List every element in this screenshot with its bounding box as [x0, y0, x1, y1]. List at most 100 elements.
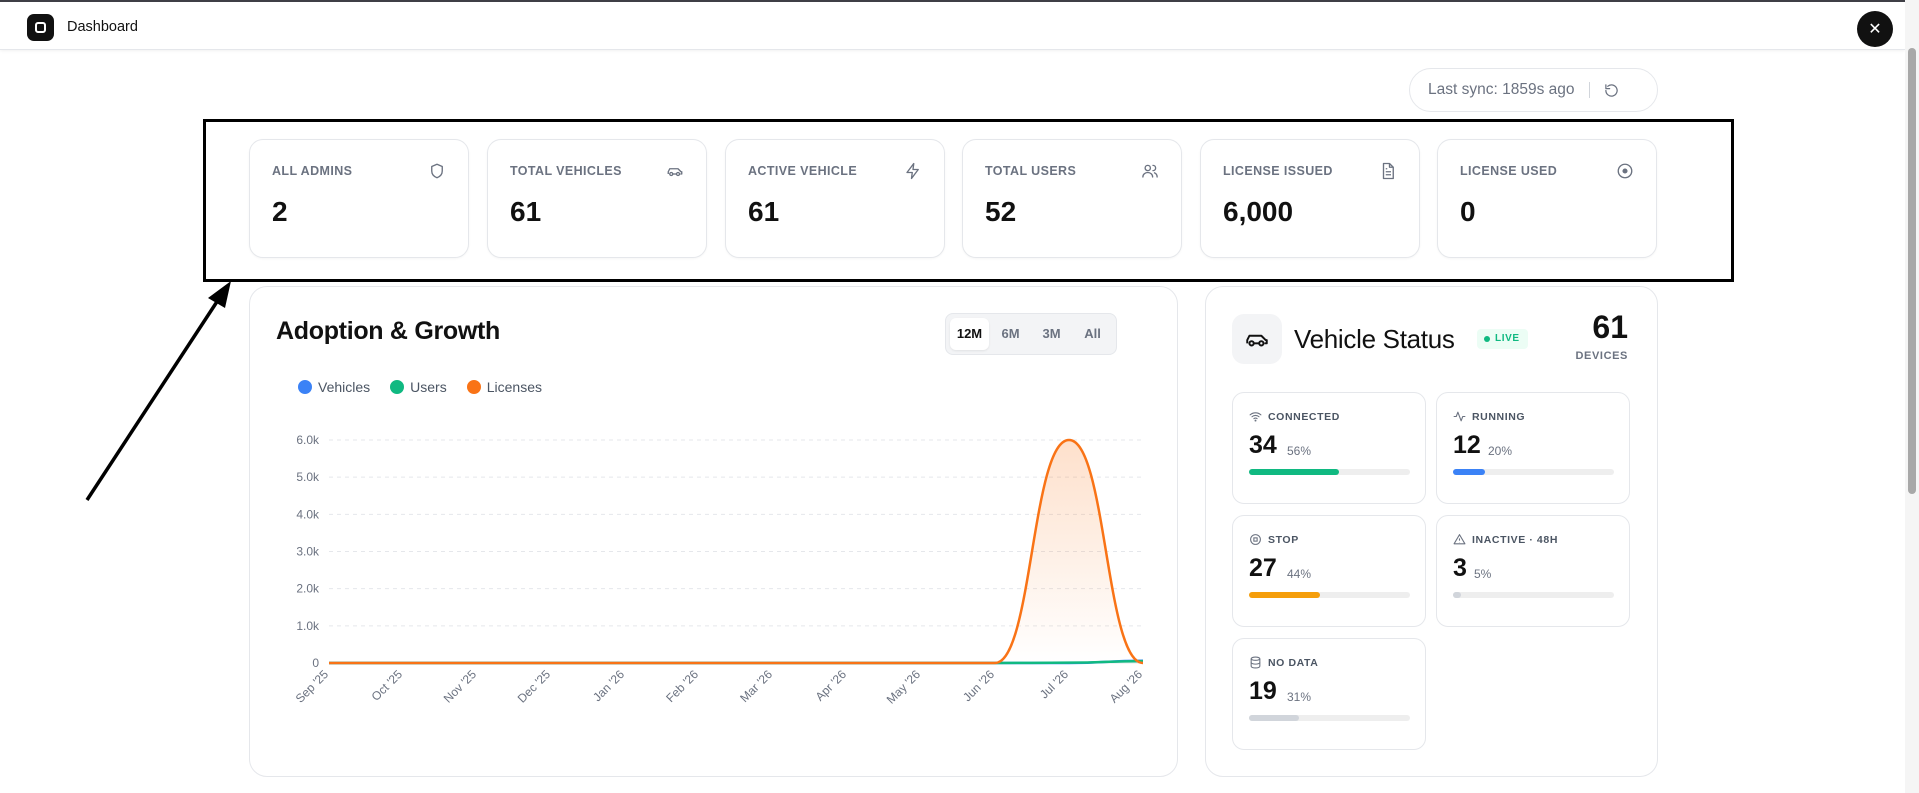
- status-label: STOP: [1268, 533, 1299, 546]
- x-tick-label: Sep '25: [293, 667, 332, 706]
- status-card-no-data[interactable]: NO DATA 19 31%: [1232, 638, 1426, 750]
- range-12m-button[interactable]: 12M: [950, 318, 989, 350]
- legend-label: Vehicles: [318, 379, 371, 395]
- kpi-label: LICENSE ISSUED: [1223, 164, 1333, 178]
- status-card-header: NO DATA: [1249, 656, 1318, 669]
- sync-text: Last sync: 1859s ago: [1428, 81, 1575, 98]
- vehicle-status-title: Vehicle Status: [1294, 324, 1455, 354]
- lightning-icon: [906, 162, 919, 180]
- legend-label: Licenses: [486, 379, 542, 395]
- arrow-head: [208, 281, 231, 308]
- highlight-box: [203, 119, 1734, 282]
- legend-item-licenses[interactable]: Licenses: [466, 379, 542, 395]
- kpi-value: 61: [748, 196, 780, 227]
- top-bar: Dashboard ✕: [0, 0, 1905, 50]
- status-progress-fill: [1453, 469, 1486, 475]
- divider: [1588, 82, 1590, 98]
- devices-count: 61: [1592, 309, 1628, 345]
- growth-line-chart: 0 1.0k 2.0k 3.0k 4.0k 5.0k 6.0k Sep '25 Oct '25…: [293, 433, 1146, 707]
- refresh-icon[interactable]: [1604, 83, 1619, 98]
- app-logo-icon: [27, 14, 54, 41]
- x-tick-label: Jan '26: [590, 667, 627, 704]
- y-tick-label: 1.0k: [296, 619, 320, 633]
- status-percent: 20%: [1488, 444, 1513, 458]
- x-tick-label: Nov '25: [441, 667, 480, 706]
- kpi-value: 61: [510, 196, 542, 227]
- series-area-licenses: [329, 440, 1143, 663]
- status-progress-bar: [1249, 715, 1410, 721]
- legend-item-vehicles[interactable]: Vehicles: [298, 379, 370, 395]
- status-value: 27: [1249, 554, 1277, 582]
- shield-icon: [431, 163, 443, 179]
- kpi-card-license-issued: LICENSE ISSUED 6,000: [1200, 139, 1420, 258]
- database-icon: [1250, 656, 1261, 669]
- car-icon: [667, 168, 683, 177]
- status-value: 34: [1249, 431, 1277, 459]
- status-card-header: CONNECTED: [1249, 410, 1340, 423]
- vehicle-status-car-icon: [1232, 314, 1282, 364]
- kpi-value: 52: [985, 196, 1017, 227]
- y-tick-label: 2.0k: [296, 582, 320, 596]
- kpi-card-total-users: TOTAL USERS 52: [962, 139, 1182, 258]
- x-tick-label: Dec '25: [515, 667, 554, 706]
- activity-icon: [1453, 411, 1466, 422]
- status-progress-fill: [1453, 592, 1462, 598]
- kpi-card-license-used: LICENSE USED 0: [1437, 139, 1657, 258]
- range-3m-button[interactable]: 3M: [1042, 326, 1061, 341]
- sync-status: Last sync: 1859s ago: [1409, 68, 1658, 112]
- status-percent: 56%: [1287, 444, 1312, 458]
- kpi-value: 0: [1460, 196, 1476, 227]
- range-all-button[interactable]: All: [1084, 326, 1101, 341]
- y-tick-label: 3.0k: [296, 545, 320, 559]
- status-progress-bar: [1453, 469, 1614, 475]
- status-progress-fill: [1249, 469, 1340, 475]
- arrow-shaft: [85, 293, 224, 501]
- status-percent: 44%: [1287, 567, 1312, 581]
- status-value: 3: [1453, 554, 1467, 582]
- legend-label: Users: [410, 379, 447, 395]
- users-icon: [1142, 164, 1158, 178]
- series-line-licenses: [329, 438, 1144, 665]
- status-value: 19: [1249, 677, 1277, 705]
- x-tick-label: May '26: [884, 667, 924, 707]
- status-value: 12: [1453, 431, 1481, 459]
- status-label: CONNECTED: [1268, 410, 1340, 423]
- x-tick-label: Oct '25: [369, 667, 406, 704]
- status-card-header: STOP: [1249, 533, 1299, 546]
- status-label: RUNNING: [1472, 410, 1526, 423]
- y-tick-label: 6.0k: [296, 433, 320, 447]
- close-button[interactable]: ✕: [1857, 11, 1893, 47]
- live-badge: LIVE: [1477, 329, 1528, 349]
- kpi-card-active-vehicle: ACTIVE VEHICLE 61: [725, 139, 945, 258]
- vehicle-status-panel: Vehicle Status LIVE 61 DEVICES CONNECTED…: [1205, 286, 1658, 777]
- legend-swatch: [298, 380, 312, 394]
- legend-item-users[interactable]: Users: [390, 379, 447, 395]
- x-tick-label: Apr '26: [813, 667, 850, 704]
- kpi-card-total-vehicles: TOTAL VEHICLES 61: [487, 139, 707, 258]
- devices-label: DEVICES: [1575, 350, 1628, 362]
- x-tick-label: Jul '26: [1037, 667, 1071, 701]
- legend-swatch: [390, 380, 405, 394]
- status-percent: 31%: [1287, 690, 1312, 704]
- status-card-inactive[interactable]: INACTIVE · 48H 3 5%: [1436, 515, 1630, 627]
- status-card-running[interactable]: RUNNING 12 20%: [1436, 392, 1630, 504]
- x-tick-label: Jun '26: [960, 667, 997, 704]
- kpi-label: TOTAL VEHICLES: [510, 164, 622, 178]
- status-progress-bar: [1249, 469, 1410, 475]
- scrollbar-thumb[interactable]: [1908, 48, 1916, 494]
- status-card-header: INACTIVE · 48H: [1453, 533, 1558, 546]
- status-card-header: RUNNING: [1453, 410, 1525, 423]
- kpi-label: ALL ADMINS: [272, 164, 353, 178]
- status-card-connected[interactable]: CONNECTED 34 56%: [1232, 392, 1426, 504]
- range-selector: 12M 6M 3M All: [945, 313, 1117, 355]
- kpi-label: ACTIVE VEHICLE: [748, 164, 858, 178]
- wifi-icon: [1249, 412, 1262, 422]
- y-tick-label: 0: [312, 656, 319, 670]
- status-label: INACTIVE · 48H: [1472, 533, 1558, 546]
- y-tick-label: 4.0k: [296, 507, 320, 521]
- status-progress-fill: [1249, 592, 1320, 598]
- range-6m-button[interactable]: 6M: [1001, 326, 1020, 341]
- status-card-stop[interactable]: STOP 27 44%: [1232, 515, 1426, 627]
- kpi-label: TOTAL USERS: [985, 164, 1077, 178]
- document-icon: [1382, 162, 1394, 180]
